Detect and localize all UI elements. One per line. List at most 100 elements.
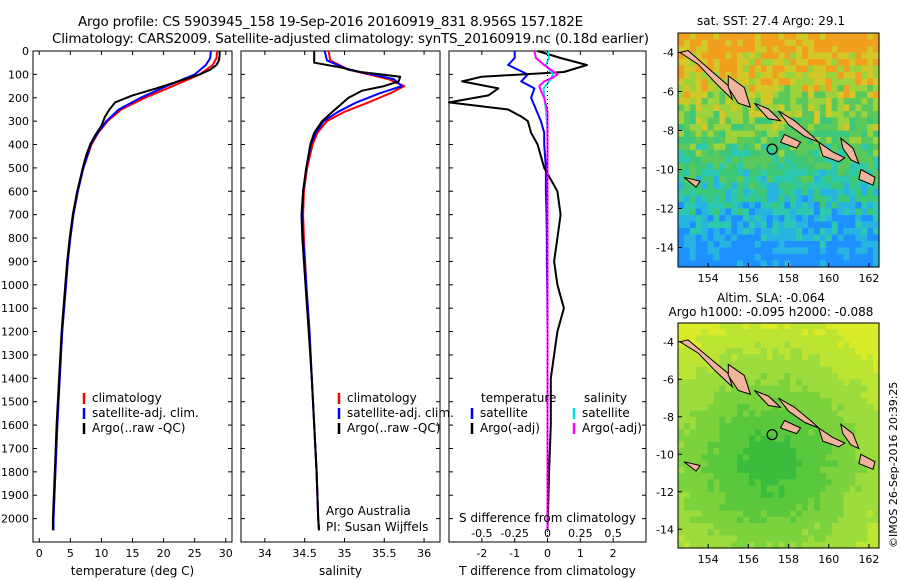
- sst-map-cell: [790, 111, 797, 119]
- sst-map-cell: [707, 117, 715, 125]
- sla-map-cell: [737, 504, 744, 512]
- sst-map-cell: [772, 130, 780, 138]
- sla-map-cell: [843, 323, 850, 330]
- sst-map-cell: [748, 254, 756, 262]
- sla-map-cell: [796, 416, 803, 424]
- sla-map-cell: [855, 373, 862, 380]
- sst-map-cell: [772, 202, 780, 210]
- sla-map-cell: [796, 435, 803, 443]
- sla-map-cell: [760, 441, 768, 449]
- sst-map-cell: [790, 104, 797, 112]
- sla-map-cell: [837, 404, 845, 412]
- sla-map-cell: [683, 366, 691, 374]
- sst-map-cell: [689, 169, 697, 177]
- sst-map-cell: [796, 72, 803, 80]
- sst-map-cell: [814, 176, 821, 184]
- sla-map-cell: [778, 441, 785, 449]
- sla-map-cell: [855, 510, 862, 518]
- sst-map-cell: [778, 202, 785, 210]
- sst-map-cell: [689, 72, 697, 80]
- sst-map-cell: [766, 137, 774, 145]
- salinity-annotation-pi: PI: Susan Wijffels: [326, 520, 428, 534]
- sst-map-cell: [766, 85, 774, 93]
- sla-map-cell: [819, 523, 827, 530]
- sst-map-cell: [819, 247, 827, 255]
- sla-map-cell: [748, 410, 756, 418]
- sst-map-cell: [725, 260, 732, 268]
- sla-map-cell: [719, 523, 726, 530]
- sst-map-cell: [695, 137, 703, 145]
- sla-map-cell: [743, 391, 750, 399]
- sst-map-cell: [772, 52, 780, 60]
- sst-map-cell: [766, 169, 774, 177]
- sst-map-cell: [837, 189, 845, 197]
- temperature-ytick-label: 1100: [1, 302, 29, 315]
- sst-map-cell: [790, 39, 797, 47]
- sst-map-cell: [790, 228, 797, 236]
- sst-map-cell: [855, 46, 862, 54]
- sst-map-cell: [808, 124, 815, 132]
- sla-map-cell: [802, 485, 809, 493]
- sla-map-cell: [731, 479, 738, 487]
- sla-map-cell: [725, 498, 732, 505]
- sla-map-cell: [861, 473, 868, 480]
- sla-map-cell: [731, 460, 738, 468]
- sst-map-cell: [707, 52, 715, 60]
- sst-map-cell: [837, 221, 845, 229]
- sst-map-cell: [825, 234, 833, 242]
- sst-map-cell: [731, 228, 738, 236]
- sla-map-cell: [713, 491, 720, 499]
- sla-map-cell: [873, 516, 880, 524]
- sla-map-cell: [819, 398, 827, 405]
- sst-map-cell: [772, 85, 780, 93]
- sla-map-cell: [796, 354, 803, 362]
- sst-map-cell: [831, 163, 839, 171]
- sst-map-cell: [814, 169, 821, 177]
- sla-map-cell: [695, 498, 703, 505]
- sst-map-cell: [784, 85, 791, 93]
- sla-map-cell: [855, 516, 862, 524]
- sla-map-cell: [689, 529, 697, 537]
- sla-map-cell: [849, 366, 856, 374]
- sla-map-cell: [825, 335, 833, 343]
- sst-map-cell: [760, 91, 768, 99]
- sst-map-cell: [873, 241, 880, 249]
- sst-map-cell: [796, 202, 803, 210]
- temperature-ytick-label: 600: [8, 185, 29, 198]
- sla-map-cell: [778, 385, 785, 393]
- sla-map-cell: [814, 510, 821, 518]
- sla-map-cell: [731, 516, 738, 524]
- sla-map-cell: [814, 410, 821, 418]
- sla-map-cell: [855, 448, 862, 455]
- sla-map-cell: [837, 491, 845, 499]
- sla-map-cell: [719, 348, 726, 355]
- sst-map-cell: [867, 228, 874, 236]
- sla-map-cell: [808, 398, 815, 405]
- sst-map-cell: [683, 72, 691, 80]
- sst-map-cell: [849, 195, 856, 203]
- sla-map-cell: [713, 398, 720, 405]
- sst-map-cell: [743, 52, 750, 60]
- sst-map-cell: [873, 91, 880, 99]
- sst-map-cell: [802, 215, 809, 223]
- sst-map-cell: [701, 260, 709, 268]
- sla-map-cell: [796, 379, 803, 387]
- sla-map-cell: [843, 329, 850, 337]
- sla-map-cell: [849, 373, 856, 380]
- sla-map-cell: [837, 510, 845, 518]
- sla-map-cell: [725, 398, 732, 405]
- sla-map-cell: [748, 523, 756, 530]
- sla-map-cell: [725, 473, 732, 480]
- sst-map-cell: [743, 189, 750, 197]
- sla-map-cell: [849, 341, 856, 349]
- sst-map-cell: [695, 234, 703, 242]
- differences-t-legend-label: temperature: [481, 391, 556, 405]
- sla-map-cell: [784, 441, 791, 449]
- sst-map-cell: [731, 234, 738, 242]
- sst-map-cell: [731, 221, 738, 229]
- sla-map-cell: [719, 498, 726, 505]
- sst-map-cell: [855, 39, 862, 47]
- sst-map-cell: [819, 189, 827, 197]
- sst-map-cell: [778, 215, 785, 223]
- sla-map-cell: [766, 460, 774, 468]
